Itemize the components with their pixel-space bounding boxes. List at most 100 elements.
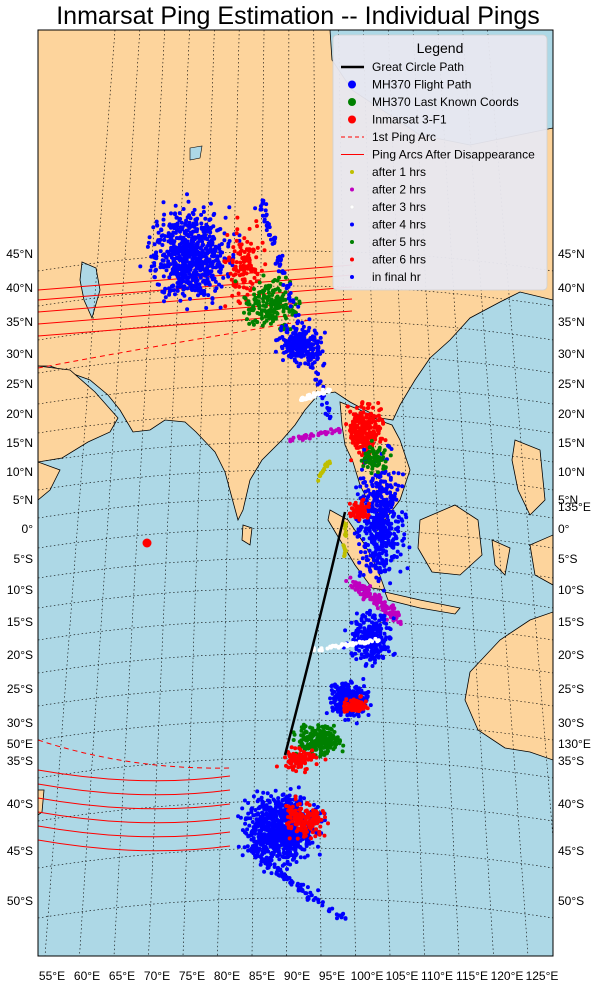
great-circle-path — [283, 511, 347, 756]
ping-point-after-4 — [324, 711, 329, 716]
ping-point-after-6 — [308, 755, 313, 760]
ping-point-after-5 — [370, 459, 375, 464]
ping-point-after-5 — [266, 309, 271, 314]
ping-point-after-5 — [277, 296, 282, 301]
ping-point-after-4 — [253, 808, 258, 812]
ping-point-after-4 — [185, 192, 189, 197]
ping-point-after-4 — [193, 280, 198, 285]
lat-label-left: 20°S — [7, 648, 33, 662]
ping-point-final-hr — [286, 296, 291, 301]
ping-point-after-4 — [294, 860, 299, 864]
ping-point-after-4 — [191, 254, 196, 259]
ping-point-after-5 — [252, 292, 257, 297]
ping-point-after-6 — [372, 430, 377, 435]
ping-point-after-3 — [353, 641, 358, 646]
ping-point-after-6 — [353, 430, 358, 435]
ping-point-after-4 — [345, 713, 350, 718]
ping-point-after-5 — [283, 302, 288, 307]
ping-point-after-6 — [231, 267, 236, 272]
ping-point-after-4 — [250, 820, 255, 824]
ping-point-after-4 — [378, 474, 383, 479]
legend-item-label: after 2 hrs — [372, 183, 426, 197]
ping-point-after-5 — [264, 301, 269, 306]
ping-point-after-4 — [177, 253, 182, 258]
ping-point-after-4 — [218, 227, 223, 231]
ping-point-after-6 — [307, 803, 312, 808]
ping-point-after-4 — [329, 688, 334, 693]
ping-point-after-4 — [155, 223, 160, 227]
lon-label-bottom: 120°E — [491, 969, 524, 983]
ping-point-after-5 — [374, 455, 379, 460]
ping-point-after-4 — [240, 853, 245, 858]
ping-point-after-4 — [364, 650, 368, 654]
ping-point-after-6 — [260, 240, 265, 245]
ping-point-after-4 — [177, 211, 182, 216]
ping-point-after-4 — [346, 685, 351, 690]
ping-point-after-5 — [280, 298, 285, 303]
legend-title: Legend — [417, 40, 464, 56]
ping-point-after-4 — [375, 558, 380, 563]
ping-point-after-4 — [405, 566, 410, 571]
ping-point-after-4 — [218, 305, 223, 310]
ping-point-after-4 — [168, 248, 173, 253]
ping-point-after-4 — [244, 816, 248, 821]
ping-point-after-4 — [277, 857, 282, 862]
ping-point-after-4 — [294, 843, 299, 848]
ping-point-after-4 — [250, 828, 255, 833]
ping-point-after-4 — [316, 888, 321, 893]
ping-point-after-4 — [391, 513, 396, 518]
ping-point-after-4 — [307, 325, 312, 330]
ping-point-after-4 — [381, 549, 386, 554]
ping-point-after-4 — [364, 558, 369, 563]
ping-point-after-4 — [195, 245, 200, 250]
ping-point-after-2 — [336, 426, 341, 431]
ping-point-after-4 — [176, 263, 181, 268]
ping-point-after-6 — [367, 501, 371, 506]
ping-point-after-4 — [376, 518, 381, 523]
ping-point-after-4 — [177, 218, 182, 223]
lon-label-bottom: 90°E — [284, 969, 310, 983]
ping-point-after-4 — [180, 247, 185, 252]
ping-point-after-4 — [200, 260, 205, 265]
ping-point-after-4 — [199, 212, 204, 217]
ping-point-after-4 — [261, 822, 266, 827]
ping-point-after-4 — [362, 626, 367, 631]
ping-point-after-4 — [391, 470, 396, 475]
ping-point-after-4 — [265, 822, 270, 827]
ping-point-after-6 — [252, 275, 257, 280]
lat-label-right: 5°N — [558, 493, 578, 507]
lon-label-bottom: 65°E — [109, 969, 135, 983]
ping-point-after-3 — [345, 644, 350, 649]
ping-point-after-4 — [177, 244, 182, 249]
ping-point-after-4 — [230, 263, 235, 268]
ping-point-after-5 — [254, 298, 259, 303]
ping-point-after-5 — [329, 727, 334, 732]
ping-point-after-4 — [208, 201, 213, 206]
ping-point-after-6 — [241, 285, 246, 290]
ping-point-after-5 — [328, 733, 333, 738]
ping-point-after-4 — [207, 257, 212, 262]
legend-swatch-dot — [350, 170, 354, 174]
ping-point-after-5 — [363, 460, 368, 465]
lat-label-right: 25°N — [558, 377, 585, 391]
ping-point-after-4 — [201, 209, 206, 214]
ping-point-after-4 — [275, 337, 280, 342]
ping-point-after-5 — [332, 730, 337, 734]
ping-point-after-4 — [266, 832, 271, 837]
ping-point-after-6 — [361, 505, 366, 510]
ping-point-after-3 — [302, 397, 307, 402]
ping-point-after-4 — [242, 845, 247, 850]
ping-point-after-4 — [269, 794, 274, 799]
ping-point-after-4 — [186, 275, 191, 280]
ping-point-after-6 — [354, 405, 359, 410]
legend-item-label: after 1 hrs — [372, 165, 426, 179]
ping-point-after-4 — [354, 628, 359, 633]
ping-point-after-2 — [382, 604, 386, 609]
map-title: Inmarsat Ping Estimation -- Individual P… — [56, 2, 540, 30]
ping-point-after-4 — [289, 842, 294, 847]
ping-point-after-4 — [393, 482, 398, 487]
ping-point-after-4 — [195, 285, 200, 290]
ping-point-after-4 — [383, 541, 388, 545]
ping-point-after-4 — [384, 559, 389, 563]
ping-point-after-5 — [253, 318, 258, 323]
